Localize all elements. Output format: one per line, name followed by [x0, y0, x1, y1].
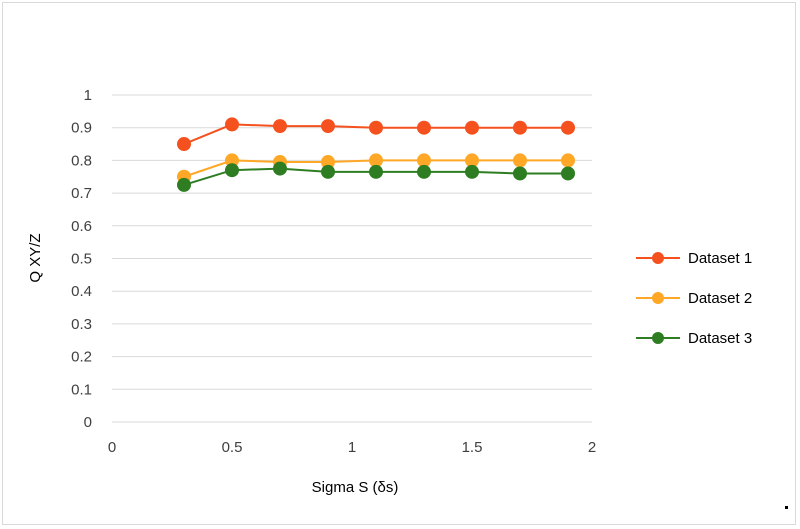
data-point-series-3 [273, 161, 287, 176]
data-point-series-2 [513, 153, 527, 168]
legend-marker-1 [652, 252, 664, 264]
data-point-series-3 [417, 164, 431, 179]
legend-marker-2 [652, 292, 664, 304]
corner-mark [785, 506, 788, 509]
x-tick-label: 1 [348, 439, 356, 456]
legend-label-1: Dataset 1 [688, 250, 752, 267]
y-tick-label: 0.6 [71, 218, 92, 235]
data-point-series-2 [369, 153, 383, 168]
y-tick-label: 0.8 [71, 152, 92, 169]
data-point-series-3 [321, 164, 335, 179]
y-tick-label: 0.4 [71, 283, 92, 300]
data-point-series-2 [561, 153, 575, 168]
data-point-series-3 [369, 164, 383, 179]
y-tick-label: 0.3 [71, 316, 92, 333]
legend-label-3: Dataset 3 [688, 330, 752, 347]
data-point-series-1 [321, 119, 335, 134]
x-tick-label: 0 [108, 439, 116, 456]
data-point-series-1 [417, 120, 431, 135]
y-tick-label: 0.5 [71, 251, 92, 268]
data-point-series-2 [417, 153, 431, 168]
y-axis-ticks: 0 0.1 0.2 0.3 0.4 0.5 0.6 0.7 0.8 0.9 1 [71, 87, 92, 431]
data-point-series-1 [273, 119, 287, 134]
y-axis-title: Q XY/Z [27, 233, 44, 282]
data-point-series-3 [513, 166, 527, 181]
data-point-series-1 [369, 120, 383, 135]
y-tick-label: 0.2 [71, 349, 92, 366]
x-tick-label: 1.5 [462, 439, 483, 456]
data-point-series-1 [513, 120, 527, 135]
legend: Dataset 1 Dataset 2 Dataset 3 [636, 250, 752, 347]
data-point-series-1 [225, 117, 239, 132]
y-tick-label: 0.7 [71, 185, 92, 202]
x-tick-label: 0.5 [222, 439, 243, 456]
x-axis-ticks: 0 0.5 1 1.5 2 [108, 439, 596, 456]
data-point-series-1 [177, 137, 191, 152]
data-point-series-3 [225, 163, 239, 178]
y-tick-label: 0.9 [71, 120, 92, 137]
data-point-series-2 [225, 153, 239, 168]
data-point-series-3 [465, 164, 479, 179]
plot-area [177, 117, 575, 192]
data-point-series-3 [561, 166, 575, 181]
data-point-series-3 [177, 177, 191, 192]
legend-label-2: Dataset 2 [688, 290, 752, 307]
data-point-series-1 [465, 120, 479, 135]
y-tick-label: 1 [84, 87, 92, 104]
legend-marker-3 [652, 332, 664, 344]
data-point-series-2 [465, 153, 479, 168]
data-point-series-1 [561, 120, 575, 135]
x-tick-label: 2 [588, 439, 596, 456]
data-point-series-2 [321, 155, 335, 170]
y-tick-label: 0.1 [71, 381, 92, 398]
y-tick-label: 0 [84, 414, 92, 431]
x-axis-title: Sigma S (δs) [312, 479, 399, 496]
